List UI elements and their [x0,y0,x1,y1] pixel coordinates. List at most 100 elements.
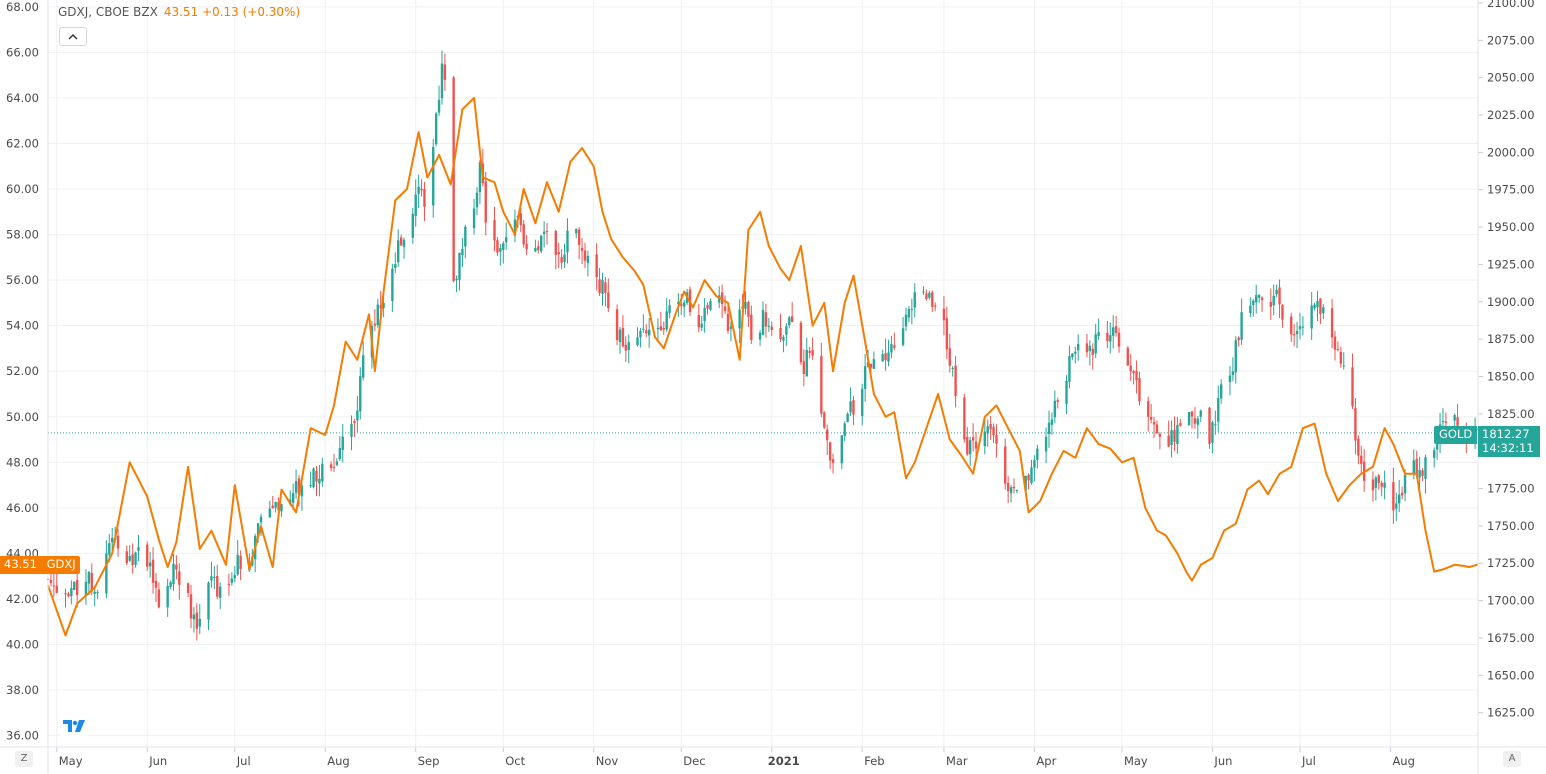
gold-candle-body [560,256,563,263]
gold-candle-body [913,292,916,308]
gold-candle-body [604,282,607,293]
gold-candle-body [647,329,651,336]
gold-candle-body [341,436,344,450]
gold-candle-body [1088,345,1092,352]
gold-candle-body [1453,415,1456,421]
gold-candle-body [840,435,843,464]
gdxj-line-series[interactable] [47,96,1479,637]
gold-candle-body [677,301,680,305]
gold-candle-body [1444,421,1448,423]
gold-candle-body [974,441,978,449]
gold-candle-body [618,329,622,343]
gold-candle-body [131,554,134,566]
gold-candle-body [645,330,648,334]
gold-candle-body [1187,412,1191,426]
gold-candle-body [332,466,336,468]
gold-candle-body [148,562,152,567]
gold-candle-body [583,250,587,261]
gold-candle-body [1228,375,1232,382]
gold-candle-body [391,268,394,302]
tradingview-logo-icon[interactable] [60,714,88,738]
left-tick-label: 46.00 [6,501,39,515]
gold-candle-body [166,585,169,608]
gold-candle-body [831,459,835,463]
gold-candle-body [1114,326,1118,333]
gold-candle-body [709,301,712,310]
gold-candle-body [1009,487,1013,494]
gold-candle-body [493,220,496,241]
gold-candle-body [910,308,914,310]
gold-candle-body [1158,434,1162,437]
gold-candle-body [402,239,406,247]
gold-candle-body [1336,348,1340,350]
gold-candle-body [995,435,998,444]
left-tick-label: 62.00 [6,136,39,150]
gold-candle-body [137,547,140,551]
gold-candle-body [379,305,382,309]
gold-candle-body [942,308,946,321]
right-tick-label: 1950.00 [1487,220,1535,234]
right-tick-label: 1675.00 [1487,631,1535,645]
gold-candle-body [904,314,908,327]
gold-candle-body [1252,300,1255,306]
gold-candle-body [315,471,318,482]
legend-collapse-button[interactable] [59,27,87,46]
gold-candle-body [948,348,951,366]
gold-candle-body [563,254,566,262]
gold-candle-body [1333,336,1337,350]
gold-candle-body [411,213,414,238]
gold-candlestick-series[interactable] [46,50,1480,641]
right-price-axis[interactable]: 1625.00 1650.00 1675.00 1700.00 1725.00 1750.… [1478,0,1535,720]
gold-candle-body [297,478,301,495]
gold-candle-body [887,352,890,362]
gold-candle-body [1392,482,1395,511]
gold-candle-body [1097,332,1100,336]
gold-candle-body [116,535,120,549]
gold-candle-body [1167,435,1170,447]
gold-candle-body [1231,371,1235,375]
gold-candle-body [1292,334,1296,336]
gold-candle-body [869,363,873,368]
gold-candle-body [656,327,660,330]
x-tick-label: 2021 [768,754,800,768]
gold-candle-body [744,301,747,309]
gold-candle-body [706,304,709,309]
gold-candle-body [1176,424,1179,445]
gold-countdown: 14:32:11 [1482,441,1534,455]
gold-candle-body [1395,503,1398,509]
gold-candle-body [703,307,706,321]
gold-candle-body [1091,348,1094,355]
gold-candle-body [464,226,467,247]
gold-candle-body [808,350,811,353]
right-tick-label: 1875.00 [1487,332,1535,346]
gold-candle-body [1351,367,1354,407]
gold-candle-body [790,316,794,323]
left-tick-label: 66.00 [6,45,39,59]
gold-candle-body [1310,305,1313,329]
gold-candle-body [805,349,808,377]
left-price-axis[interactable]: 36.0038.0040.0042.0044.0046.0048.0050.00… [6,0,39,743]
gold-candle-body [49,579,53,584]
gold-candle-body [954,365,957,397]
gold-candle-body [557,252,560,255]
x-tick-label: Nov [596,754,619,768]
gold-candle-body [1053,400,1057,418]
right-scale-button[interactable]: A [1503,751,1521,767]
gold-candle-body [259,516,263,523]
gold-candle-body [318,478,321,484]
gold-candle-body [586,256,590,263]
gold-candle-body [1006,482,1010,492]
gold-candle-body [849,401,852,413]
gold-candle-body [271,505,274,509]
gold-candle-body [863,366,867,389]
gold-candle-body [154,580,158,588]
symbol-title: GDXJ, CBOE BZX [58,5,158,19]
gold-candle-body [376,304,379,326]
gold-candle-body [554,230,557,255]
left-scale-button[interactable]: Z [15,751,33,767]
gold-candle-body [216,575,219,597]
gold-candle-body [1357,438,1360,456]
gold-candle-body [1257,295,1261,298]
gold-candle-body [195,612,199,629]
